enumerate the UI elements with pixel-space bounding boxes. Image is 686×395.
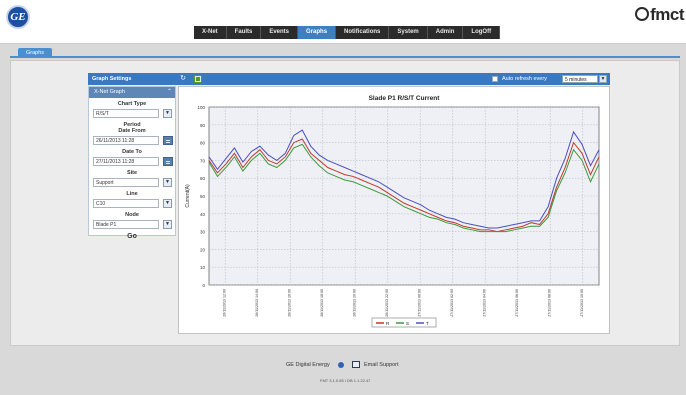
- nav-admin[interactable]: Admin: [427, 26, 464, 39]
- tab-graphs[interactable]: Graphs: [18, 48, 53, 58]
- settings-header[interactable]: X-Net Graph ⌃: [89, 87, 175, 98]
- header: GE X-Net Faults Events Graphs Notificati…: [0, 0, 686, 44]
- export-excel-icon[interactable]: [194, 75, 202, 83]
- nav-xnet[interactable]: X-Net: [194, 26, 227, 39]
- y-tick-label: 50: [200, 194, 206, 199]
- date-from-input[interactable]: 26/11/2013 11:28: [93, 136, 159, 145]
- x-tick-label: 27/11/2013 04:00: [482, 289, 486, 317]
- site-row: Support ▼: [93, 178, 172, 188]
- legend-label-s: S: [406, 321, 409, 326]
- date-from-row: 26/11/2013 11:28: [93, 136, 173, 146]
- y-tick-label: 70: [200, 158, 206, 163]
- nav-logoff[interactable]: LogOff: [463, 26, 501, 39]
- node-select[interactable]: Blade P1: [93, 220, 159, 229]
- legend-label-r: R: [386, 321, 390, 326]
- chart-title: Slade P1 R/S/T Current: [369, 95, 441, 102]
- auto-refresh-label: Auto refresh every: [502, 76, 547, 82]
- y-tick-label: 100: [197, 105, 205, 110]
- date-to-row: 27/11/2013 11:28: [93, 157, 173, 167]
- date-to-label: Date To: [122, 149, 142, 155]
- x-tick-label: 27/11/2013 06:00: [515, 289, 519, 317]
- x-tick-label: 27/11/2013 10:00: [580, 289, 584, 317]
- chart-type-row: R/S/T ▼: [93, 109, 172, 119]
- legend-label-t: T: [426, 321, 429, 326]
- y-tick-label: 40: [200, 212, 206, 217]
- ge-dot-icon: [338, 362, 344, 368]
- auto-refresh-select[interactable]: 5 minutes: [562, 75, 598, 83]
- chart-panel: Slade P1 R/S/T Current Current(A) 0 10 20 30 4…: [178, 86, 610, 334]
- site-select[interactable]: Support: [93, 178, 159, 187]
- company-name: GE Digital Energy: [286, 362, 330, 368]
- site-label: Site: [126, 170, 138, 176]
- version-text: FMT 3.1.0.85 / DB 1.1.22.47: [320, 378, 371, 383]
- date-from-label: Date From: [118, 128, 146, 134]
- chevron-down-icon[interactable]: ▼: [163, 199, 172, 208]
- series-line-t: [208, 129, 600, 229]
- chevron-down-icon[interactable]: ▼: [163, 178, 172, 187]
- line-select[interactable]: C10: [93, 199, 159, 208]
- x-tick-label: 27/11/2013 00:00: [417, 289, 421, 317]
- y-tick-label: 20: [200, 247, 206, 252]
- main-nav: X-Net Faults Events Graphs Notifications…: [194, 26, 501, 39]
- y-tick-label: 60: [200, 176, 206, 181]
- settings-header-label: X-Net Graph: [94, 89, 125, 95]
- x-tick-label: 27/11/2013 08:00: [547, 289, 551, 317]
- nav-events[interactable]: Events: [261, 26, 299, 39]
- period-label: Period: [123, 122, 141, 128]
- y-axis-label: Current(A): [185, 184, 191, 208]
- node-label: Node: [125, 212, 139, 218]
- nav-notifications[interactable]: Notifications: [336, 26, 390, 39]
- graph-settings-title: Graph Settings: [92, 76, 132, 82]
- series-line-s: [208, 143, 600, 233]
- chevron-down-icon[interactable]: ▼: [163, 220, 172, 229]
- graph-settings-bar: Graph Settings ↻ Auto refresh every 5 mi…: [88, 73, 610, 85]
- calendar-icon[interactable]: [163, 136, 173, 145]
- refresh-icon[interactable]: ↻: [180, 75, 186, 82]
- settings-panel: X-Net Graph ⌃ Chart Type R/S/T ▼ Period …: [88, 86, 176, 240]
- chevron-down-icon[interactable]: ▼: [599, 75, 607, 83]
- x-tick-label: 26/11/2013 22:00: [385, 289, 389, 317]
- calendar-icon[interactable]: [163, 157, 173, 166]
- brand-text: fmct: [650, 5, 684, 24]
- y-tick-label: 0: [202, 283, 205, 288]
- line-label: Line: [126, 191, 138, 197]
- email-support-link[interactable]: Email Support: [364, 362, 399, 368]
- nav-faults[interactable]: Faults: [226, 26, 262, 39]
- mail-icon[interactable]: [352, 361, 360, 368]
- nav-graphs[interactable]: Graphs: [298, 26, 337, 39]
- chevron-down-icon[interactable]: ▼: [163, 109, 172, 118]
- line-row: C10 ▼: [93, 199, 172, 209]
- footer: GE Digital Energy Email Support FMT 3.1.…: [0, 358, 686, 388]
- x-tick-label: 26/11/2013 16:00: [287, 289, 291, 317]
- x-tick-label: 26/11/2013 18:00: [320, 289, 324, 317]
- brand-logo: fmct: [635, 5, 684, 25]
- chart-type-label: Chart Type: [117, 101, 147, 107]
- go-button[interactable]: Go: [127, 233, 137, 240]
- x-tick-label: 26/11/2013 20:00: [352, 289, 356, 317]
- y-tick-label: 80: [200, 141, 206, 146]
- nav-system[interactable]: System: [389, 26, 428, 39]
- auto-refresh-checkbox[interactable]: [492, 76, 498, 82]
- series-line-r: [208, 138, 600, 233]
- current-chart: Slade P1 R/S/T Current Current(A) 0 10 20 30 4…: [185, 95, 600, 328]
- x-tick-label: 26/11/2013 12:00: [222, 289, 226, 317]
- x-tick-label: 27/11/2013 02:00: [450, 289, 454, 317]
- y-tick-label: 90: [200, 123, 206, 128]
- x-tick-label: 26/11/2013 14:00: [255, 289, 259, 317]
- tab-strip: Graphs: [10, 48, 680, 58]
- y-tick-label: 30: [200, 230, 206, 235]
- node-row: Blade P1 ▼: [93, 220, 172, 230]
- collapse-icon[interactable]: ⌃: [166, 89, 172, 95]
- brand-ring-icon: [635, 7, 650, 21]
- date-to-input[interactable]: 27/11/2013 11:28: [93, 157, 159, 166]
- chart-type-select[interactable]: R/S/T: [93, 109, 159, 118]
- ge-logo: GE: [6, 5, 30, 29]
- y-tick-label: 10: [200, 265, 206, 270]
